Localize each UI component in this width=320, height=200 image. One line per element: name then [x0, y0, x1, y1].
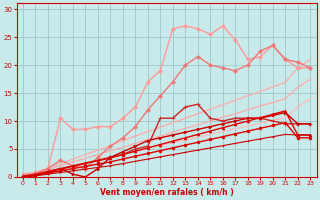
X-axis label: Vent moyen/en rafales ( km/h ): Vent moyen/en rafales ( km/h ) — [100, 188, 234, 197]
